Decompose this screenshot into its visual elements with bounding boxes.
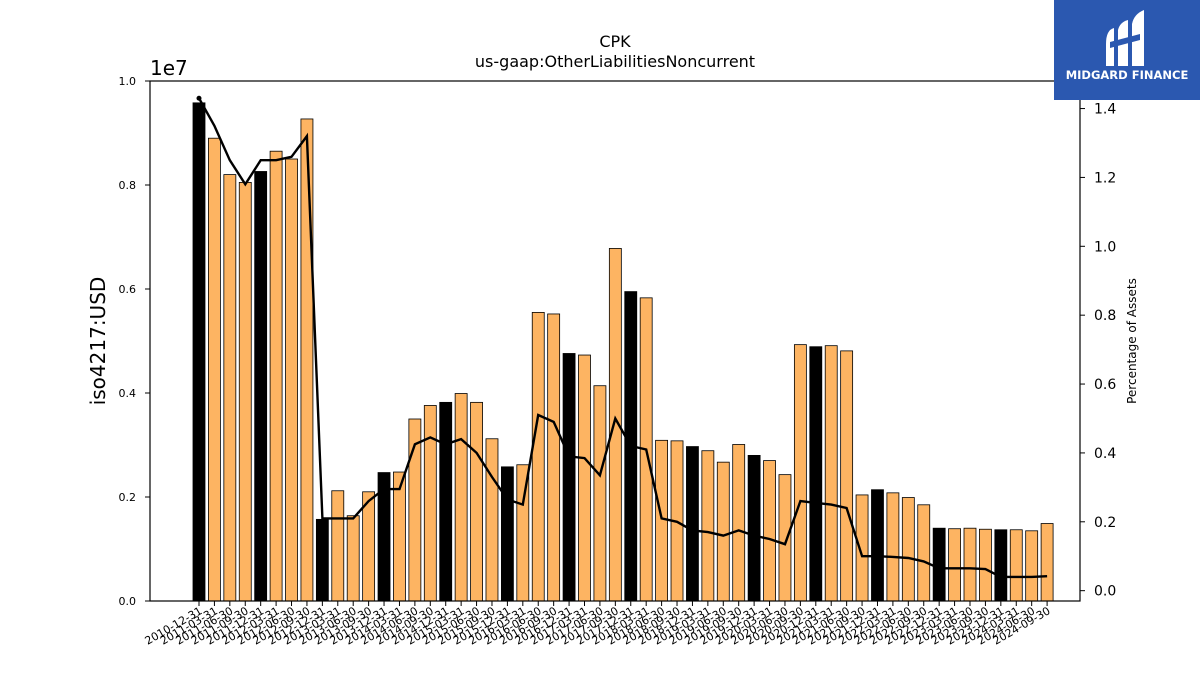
bar: [871, 489, 884, 602]
chart-title: CPK: [599, 32, 631, 51]
bar: [824, 345, 838, 602]
y2-tick-label: 0.0: [1094, 584, 1116, 600]
bar: [393, 471, 406, 602]
y-tick-label: 0.8: [119, 179, 137, 192]
bar: [547, 313, 561, 602]
bar: [500, 466, 514, 602]
series-marker: [196, 95, 202, 101]
bar: [901, 497, 915, 602]
bar: [439, 401, 453, 602]
bar: [578, 354, 591, 602]
bar: [855, 494, 869, 602]
bar: [732, 444, 746, 602]
bar: [778, 474, 792, 602]
bar: [300, 118, 314, 602]
bar: [963, 527, 977, 602]
y-axis-label: iso4217:USD: [86, 277, 110, 406]
y2-tick-label: 0.4: [1094, 446, 1116, 462]
bar: [454, 393, 468, 602]
y2-tick-label: 1.2: [1094, 170, 1116, 186]
bar: [932, 527, 946, 602]
y2-tick-label: 0.8: [1094, 308, 1116, 324]
y-tick-label: 0.4: [119, 387, 137, 400]
bar: [686, 446, 699, 602]
bar: [793, 344, 807, 602]
bar: [593, 385, 607, 602]
bar: [192, 102, 206, 602]
y-tick-label: 0.6: [119, 283, 137, 296]
bar: [1025, 530, 1039, 602]
logo-text: MIDGARD FINANCE: [1065, 68, 1189, 82]
bar: [346, 515, 360, 602]
bar: [285, 158, 298, 602]
bar: [948, 528, 961, 602]
bar: [840, 350, 854, 602]
bar: [886, 492, 900, 602]
bar: [269, 150, 283, 602]
y2-tick-label: 1.4: [1094, 102, 1116, 118]
series-line: [197, 97, 1048, 579]
bar: [423, 405, 437, 602]
y2-tick-label: 1.0: [1094, 239, 1116, 255]
y-offset-label: 1e7: [150, 56, 188, 80]
logo-mark-icon: [1106, 10, 1144, 66]
bar: [531, 311, 545, 602]
bar: [562, 353, 576, 602]
midgard-finance-logo: MIDGARD FINANCE: [1054, 0, 1200, 100]
bar: [1009, 529, 1023, 602]
y-tick-label: 0.0: [119, 595, 137, 608]
bar: [917, 504, 931, 602]
bar: [208, 137, 221, 602]
bar: [1040, 523, 1054, 602]
bar: [254, 171, 268, 602]
bar: [470, 401, 483, 602]
bar: [331, 490, 345, 602]
chart-subtitle: us-gaap:OtherLiabilitiesNoncurrent: [474, 52, 756, 71]
bar: [223, 174, 237, 602]
bar: [655, 439, 668, 602]
bar: [701, 450, 715, 602]
bar: [238, 181, 252, 602]
bar: [485, 438, 499, 602]
bar: [979, 528, 992, 602]
bar: [362, 491, 376, 602]
y2-axis-label: Percentage of Assets: [1125, 278, 1139, 404]
bar: [747, 454, 761, 602]
y-tick-label: 1.0: [119, 75, 137, 88]
y-tick-label: 0.2: [119, 491, 137, 504]
bar: [315, 518, 329, 602]
y2-tick-label: 0.2: [1094, 515, 1116, 531]
bar: [809, 346, 823, 602]
y2-tick-label: 0.6: [1094, 377, 1116, 393]
bar: [994, 529, 1008, 602]
bar: [763, 460, 776, 602]
bar: [716, 461, 730, 602]
